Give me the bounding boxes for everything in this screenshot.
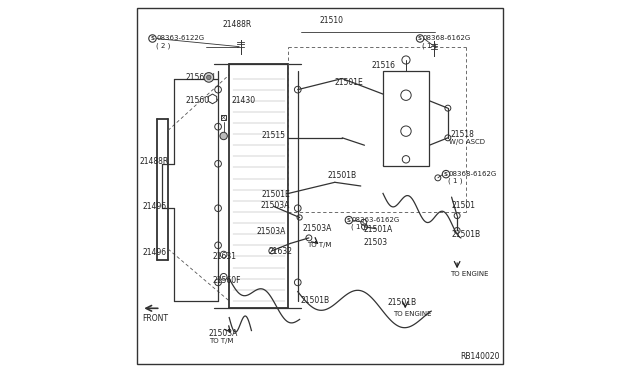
Text: 21488R: 21488R bbox=[223, 20, 252, 29]
Text: 21501A: 21501A bbox=[364, 225, 393, 234]
Text: 21501E: 21501E bbox=[262, 190, 290, 199]
Text: TO ENGINE: TO ENGINE bbox=[394, 311, 432, 317]
Text: S: S bbox=[347, 218, 351, 222]
Text: 21501: 21501 bbox=[452, 201, 476, 210]
Text: S: S bbox=[347, 217, 350, 222]
Text: 21501B: 21501B bbox=[452, 230, 481, 240]
Circle shape bbox=[442, 170, 450, 178]
Text: S: S bbox=[150, 36, 154, 41]
Text: 21503A: 21503A bbox=[209, 329, 238, 338]
Bar bbox=[221, 115, 226, 120]
Text: 21631: 21631 bbox=[212, 252, 237, 261]
Text: 21501B: 21501B bbox=[387, 298, 417, 307]
Text: 21560N: 21560N bbox=[186, 73, 216, 82]
Text: 08363-6162G: 08363-6162G bbox=[351, 217, 399, 223]
Text: ( 1 ): ( 1 ) bbox=[351, 224, 365, 230]
Text: 21488R: 21488R bbox=[139, 157, 168, 166]
Text: 21496: 21496 bbox=[142, 202, 166, 211]
Text: 21560F: 21560F bbox=[212, 276, 241, 285]
Circle shape bbox=[148, 35, 156, 42]
Text: 21501E: 21501E bbox=[335, 78, 364, 87]
Bar bbox=[383, 71, 429, 166]
Text: 21503A: 21503A bbox=[257, 227, 286, 236]
Text: S: S bbox=[418, 36, 422, 41]
Text: 08368-6162G: 08368-6162G bbox=[422, 35, 470, 41]
Circle shape bbox=[207, 75, 211, 80]
Text: ( 2 ): ( 2 ) bbox=[156, 42, 171, 49]
Text: 21503A: 21503A bbox=[260, 201, 290, 210]
Text: 21503A: 21503A bbox=[302, 224, 332, 233]
Text: 21496: 21496 bbox=[142, 248, 166, 257]
Text: S: S bbox=[444, 171, 447, 176]
Text: W/O ASCD: W/O ASCD bbox=[449, 139, 485, 145]
Text: TO T/M: TO T/M bbox=[209, 338, 234, 344]
Circle shape bbox=[417, 35, 424, 42]
Text: 08368-6162G: 08368-6162G bbox=[448, 171, 497, 177]
Text: 21632: 21632 bbox=[269, 247, 293, 256]
Text: 21430: 21430 bbox=[232, 96, 256, 105]
Text: 21516: 21516 bbox=[371, 61, 395, 70]
Text: 21515: 21515 bbox=[262, 131, 285, 140]
Text: S: S bbox=[418, 36, 421, 41]
Text: S: S bbox=[150, 36, 154, 41]
Text: FRONT: FRONT bbox=[142, 314, 168, 323]
Text: ( 1 ): ( 1 ) bbox=[448, 178, 463, 185]
Text: RB140020: RB140020 bbox=[460, 352, 500, 361]
Text: 21503: 21503 bbox=[364, 238, 388, 247]
Polygon shape bbox=[209, 94, 217, 104]
Circle shape bbox=[204, 73, 214, 82]
Circle shape bbox=[345, 217, 353, 224]
Text: 08363-6122G: 08363-6122G bbox=[156, 35, 204, 41]
Text: 21501B: 21501B bbox=[301, 296, 330, 305]
Text: ( 1 ): ( 1 ) bbox=[422, 42, 436, 49]
Text: 21518: 21518 bbox=[451, 130, 474, 140]
Text: S: S bbox=[444, 171, 448, 177]
Text: TO T/M: TO T/M bbox=[307, 242, 332, 248]
Text: TO ENGINE: TO ENGINE bbox=[451, 271, 489, 277]
Circle shape bbox=[220, 132, 227, 140]
Text: 21510: 21510 bbox=[320, 16, 344, 25]
Text: 21560E: 21560E bbox=[186, 96, 214, 105]
Text: 21501B: 21501B bbox=[328, 171, 356, 180]
